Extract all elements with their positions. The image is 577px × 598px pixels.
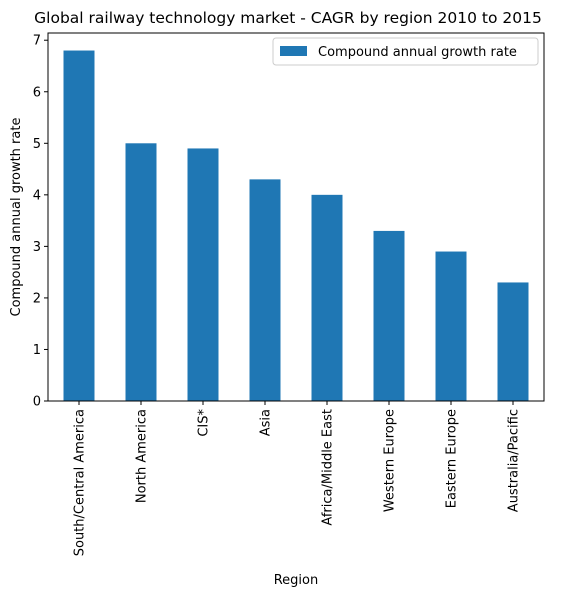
y-tick-label: 7 [33, 34, 41, 49]
legend-swatch [280, 46, 307, 56]
bar-asia [249, 179, 281, 401]
x-axis-title: Region [274, 573, 319, 588]
x-tick-label: Africa/Middle East [321, 409, 336, 526]
x-tick-label: Australia/Pacific [507, 409, 522, 512]
legend-label: Compound annual growth rate [318, 45, 517, 60]
bar-australia-pacific [497, 282, 529, 401]
bar-western-europe [373, 230, 405, 401]
y-tick-label: 6 [33, 85, 41, 100]
x-tick-label: Eastern Europe [445, 409, 460, 508]
bar-south-central-america [63, 50, 95, 402]
bar-north-america [125, 143, 157, 401]
bar-africa-middle-east [311, 194, 343, 401]
y-tick-label: 4 [33, 188, 41, 203]
x-tick-label: Western Europe [383, 409, 398, 512]
y-tick-label: 3 [33, 240, 41, 255]
y-tick-label: 2 [33, 291, 41, 306]
legend-box [272, 37, 539, 66]
y-axis-title: Compound annual growth rate [9, 118, 24, 317]
bar-eastern-europe [435, 251, 467, 401]
bars-group [63, 50, 529, 402]
legend: Compound annual growth rate [272, 37, 539, 66]
x-tick-label: South/Central America [73, 409, 88, 556]
y-tick-label: 1 [33, 343, 41, 358]
x-tick-label: CIS* [197, 409, 212, 437]
x-tick-label: Asia [259, 409, 274, 436]
y-tick-label: 5 [33, 137, 41, 152]
plot-frame [47, 32, 545, 402]
x-tick-label: North America [135, 409, 150, 503]
bar-cis [187, 148, 219, 401]
y-axis: 0 1 2 3 4 5 6 7 [33, 34, 48, 410]
x-axis: South/Central America North America CIS* As… [73, 401, 522, 556]
y-tick-label: 0 [33, 395, 41, 410]
chart-title: Global railway technology market - CAGR … [34, 9, 542, 27]
